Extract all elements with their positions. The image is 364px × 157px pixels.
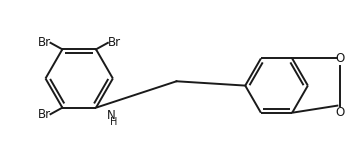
Text: N: N (107, 109, 116, 122)
Text: O: O (336, 52, 345, 65)
Text: Br: Br (37, 108, 51, 121)
Text: Br: Br (37, 36, 51, 49)
Text: H: H (110, 117, 118, 127)
Text: O: O (336, 106, 345, 119)
Text: Br: Br (108, 36, 121, 49)
